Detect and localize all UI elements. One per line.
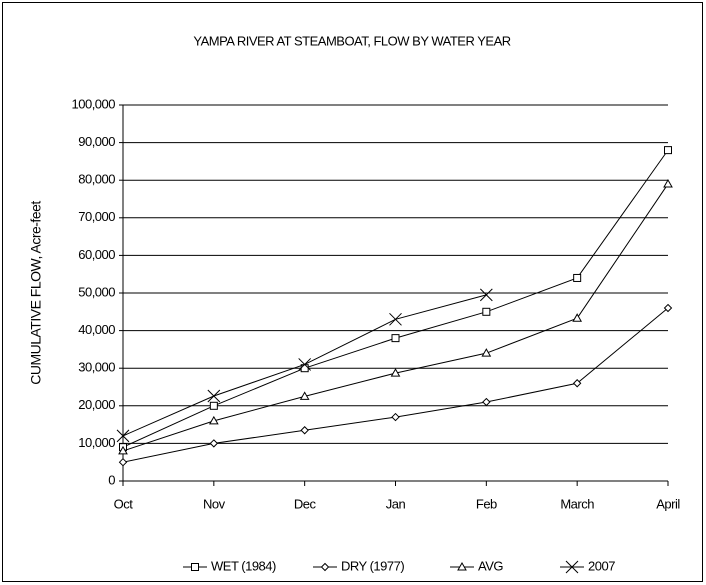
data-point — [482, 397, 491, 407]
legend-marker — [457, 561, 467, 571]
legend-label: DRY (1977) — [341, 558, 404, 573]
data-point — [390, 368, 401, 377]
y-tick-label: 80,000 — [78, 172, 115, 187]
x-tick-label: Oct — [114, 496, 134, 511]
y-tick-label: 20,000 — [78, 397, 115, 412]
legend-label: AVG — [478, 558, 503, 573]
data-point — [298, 358, 312, 371]
data-point — [116, 429, 130, 443]
x-tick-label: Dec — [294, 496, 317, 511]
y-tick-label: 40,000 — [78, 322, 115, 337]
data-point — [663, 178, 673, 188]
data-point — [300, 426, 309, 435]
data-point — [391, 334, 400, 343]
data-point — [663, 303, 673, 313]
y-tick-label: 50,000 — [78, 284, 115, 299]
y-tick-label: 100,000 — [72, 96, 116, 111]
x-tick-label: April — [656, 496, 680, 511]
x-tick-label: Feb — [476, 496, 497, 511]
data-point — [573, 273, 582, 282]
data-point — [572, 379, 582, 388]
y-tick-label: 0 — [108, 472, 115, 487]
y-axis-label: CUMULATIVE FLOW, Acre-feet — [28, 201, 44, 385]
data-point — [664, 146, 672, 155]
y-tick-label: 30,000 — [78, 360, 115, 375]
y-tick-label: 70,000 — [78, 209, 115, 224]
data-point — [391, 412, 400, 422]
legend-marker — [565, 560, 579, 574]
data-point — [482, 307, 491, 316]
legend-marker — [191, 563, 199, 571]
legend-label: 2007 — [588, 558, 615, 573]
data-point — [389, 312, 402, 326]
data-point — [118, 457, 128, 467]
data-point — [299, 391, 310, 400]
data-point — [209, 439, 219, 448]
legend-label: WET (1984) — [211, 558, 276, 573]
x-tick-label: Nov — [203, 496, 226, 511]
x-tick-label: Jan — [386, 496, 406, 511]
data-point — [572, 313, 583, 322]
data-point — [208, 415, 219, 425]
y-tick-label: 10,000 — [78, 435, 115, 450]
data-point — [479, 288, 493, 302]
data-point — [209, 401, 218, 410]
data-point — [207, 389, 221, 403]
data-point — [481, 348, 492, 357]
legend-marker — [320, 562, 330, 572]
x-tick-label: March — [560, 496, 594, 511]
y-tick-label: 90,000 — [78, 134, 115, 149]
data-point — [118, 445, 128, 455]
y-tick-label: 60,000 — [78, 247, 115, 262]
chart-title: YAMPA RIVER AT STEAMBOAT, FLOW BY WATER … — [193, 33, 510, 48]
